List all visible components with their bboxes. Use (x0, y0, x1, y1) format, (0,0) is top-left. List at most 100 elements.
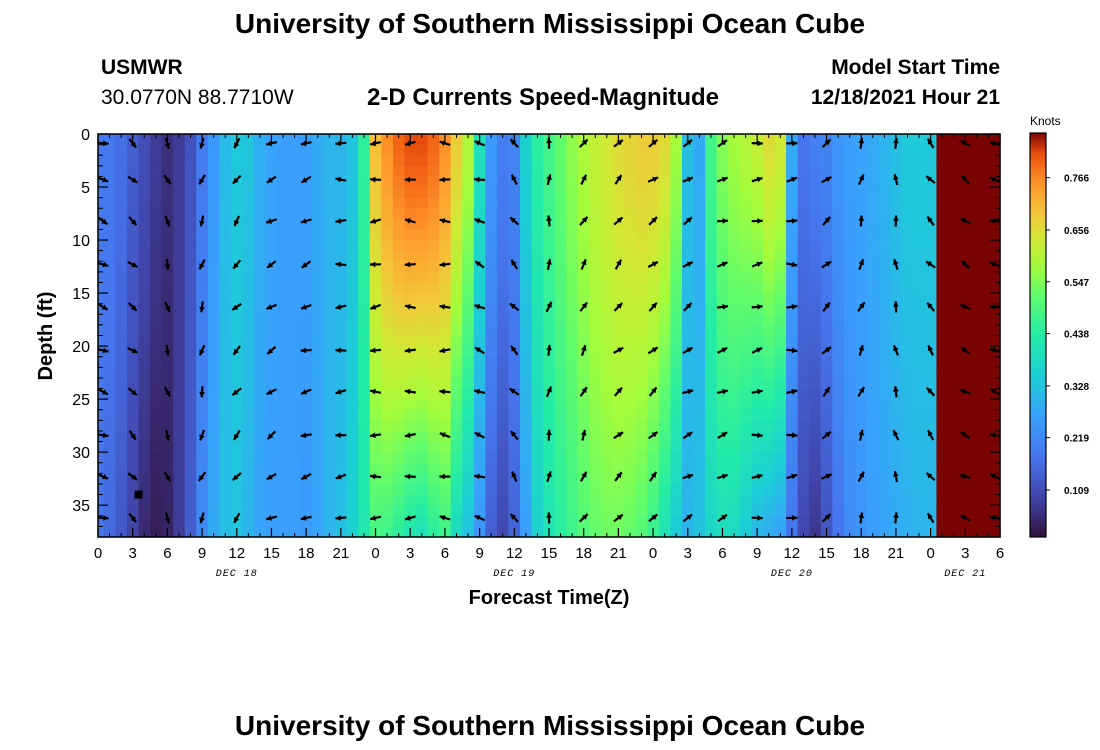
vector-arrow (893, 301, 899, 313)
heatmap-cell (681, 197, 695, 209)
heatmap-cell (601, 356, 614, 368)
heatmap-cell (936, 282, 949, 294)
heatmap-cell (601, 282, 614, 294)
heatmap-cell (439, 187, 452, 199)
heatmap-cell (774, 494, 787, 506)
heatmap-cell (219, 335, 232, 347)
heatmap-cell (335, 229, 348, 241)
heatmap-cell (867, 271, 880, 284)
heatmap-cell (681, 473, 695, 485)
heatmap-cell (462, 356, 475, 368)
heatmap-cell (994, 324, 1001, 337)
heatmap-cell (855, 505, 868, 517)
heatmap-cell (647, 187, 660, 199)
vector-arrow (127, 302, 138, 312)
heatmap-cell (138, 229, 151, 241)
heatmap-cell (404, 494, 417, 506)
heatmap-cell (971, 324, 984, 337)
heatmap-cell (496, 187, 510, 199)
heatmap-cell (982, 367, 995, 379)
heatmap-cell (520, 261, 533, 273)
heatmap-cell (832, 346, 845, 358)
heatmap-cell (635, 388, 648, 400)
heatmap-cell (369, 240, 382, 252)
heatmap-cell (392, 483, 406, 496)
heatmap-cell (346, 409, 359, 421)
heatmap-cell (138, 526, 151, 538)
heatmap-cell (855, 282, 868, 294)
heatmap-cell (820, 187, 833, 199)
heatmap-cell (416, 505, 429, 517)
heatmap-cell (508, 452, 521, 464)
heatmap-cell (739, 409, 752, 421)
heatmap-cell (207, 197, 221, 209)
heatmap-cell (439, 303, 452, 315)
heatmap-cell (681, 261, 695, 273)
plot-subtitle: 2-D Currents Speed-Magnitude (367, 84, 720, 111)
heatmap-cell (404, 293, 417, 305)
heatmap-cell (230, 441, 244, 453)
heatmap-cell (994, 134, 1001, 146)
heatmap-cell (300, 494, 313, 506)
heatmap-cell (786, 335, 799, 347)
vector-arrow (581, 429, 587, 441)
heatmap-cell (323, 367, 336, 379)
heatmap-cell (612, 388, 625, 400)
heatmap-cell (230, 250, 244, 262)
heatmap-cell (346, 229, 359, 241)
heatmap-cell (392, 430, 406, 443)
heatmap-cell (936, 155, 949, 167)
heatmap-cell (612, 144, 625, 156)
heatmap-cell (797, 377, 810, 390)
heatmap-cell (959, 399, 972, 411)
vector-arrow (335, 515, 347, 521)
colorbar-tick-label: 0.219 (1064, 434, 1089, 445)
heatmap-cell (184, 271, 197, 284)
heatmap-cell (913, 335, 926, 347)
heatmap-cell (624, 356, 637, 368)
heatmap-cell (670, 420, 683, 432)
heatmap-cell (161, 420, 174, 432)
heatmap-cell (335, 367, 348, 379)
heatmap-cell (161, 494, 174, 506)
vector-arrow (614, 259, 623, 270)
heatmap-cell (959, 218, 972, 231)
heatmap-cell (890, 356, 903, 368)
heatmap-cell (404, 399, 417, 411)
heatmap-cell (855, 356, 868, 368)
vector-arrow (858, 258, 865, 270)
heatmap-cell (959, 261, 972, 273)
heatmap-cell (797, 250, 810, 262)
heatmap-cell (543, 271, 556, 284)
heatmap-cell (161, 367, 174, 379)
heatmap-cell (439, 515, 452, 527)
heatmap-cell (994, 240, 1001, 252)
heatmap-cell (427, 483, 440, 496)
vector-arrow (231, 387, 242, 396)
heatmap-cell (150, 473, 163, 485)
heatmap-cell (496, 282, 510, 294)
heatmap-cell (982, 293, 995, 305)
heatmap-cell (173, 346, 186, 358)
heatmap-cell (901, 187, 914, 199)
heatmap-cell (381, 494, 394, 506)
x-tick-label: 21 (888, 545, 905, 562)
heatmap-cell (335, 250, 348, 262)
x-tick-label: 18 (853, 545, 870, 562)
heatmap-cell (450, 303, 463, 315)
heatmap-cell (450, 176, 463, 188)
heatmap-cell (716, 293, 729, 305)
heatmap-cell (751, 250, 764, 262)
heatmap-cell (670, 377, 683, 390)
heatmap-cell (427, 314, 440, 326)
heatmap-cell (196, 335, 209, 347)
heatmap-cell (496, 473, 510, 485)
heatmap-cell (867, 473, 880, 485)
heatmap-cell (797, 176, 810, 188)
heatmap-cell (98, 303, 105, 315)
heatmap-cell (473, 218, 486, 231)
vector-arrow (613, 302, 624, 312)
heatmap-cell (635, 515, 648, 527)
vector-arrow (786, 473, 798, 480)
vector-arrow (474, 176, 486, 183)
